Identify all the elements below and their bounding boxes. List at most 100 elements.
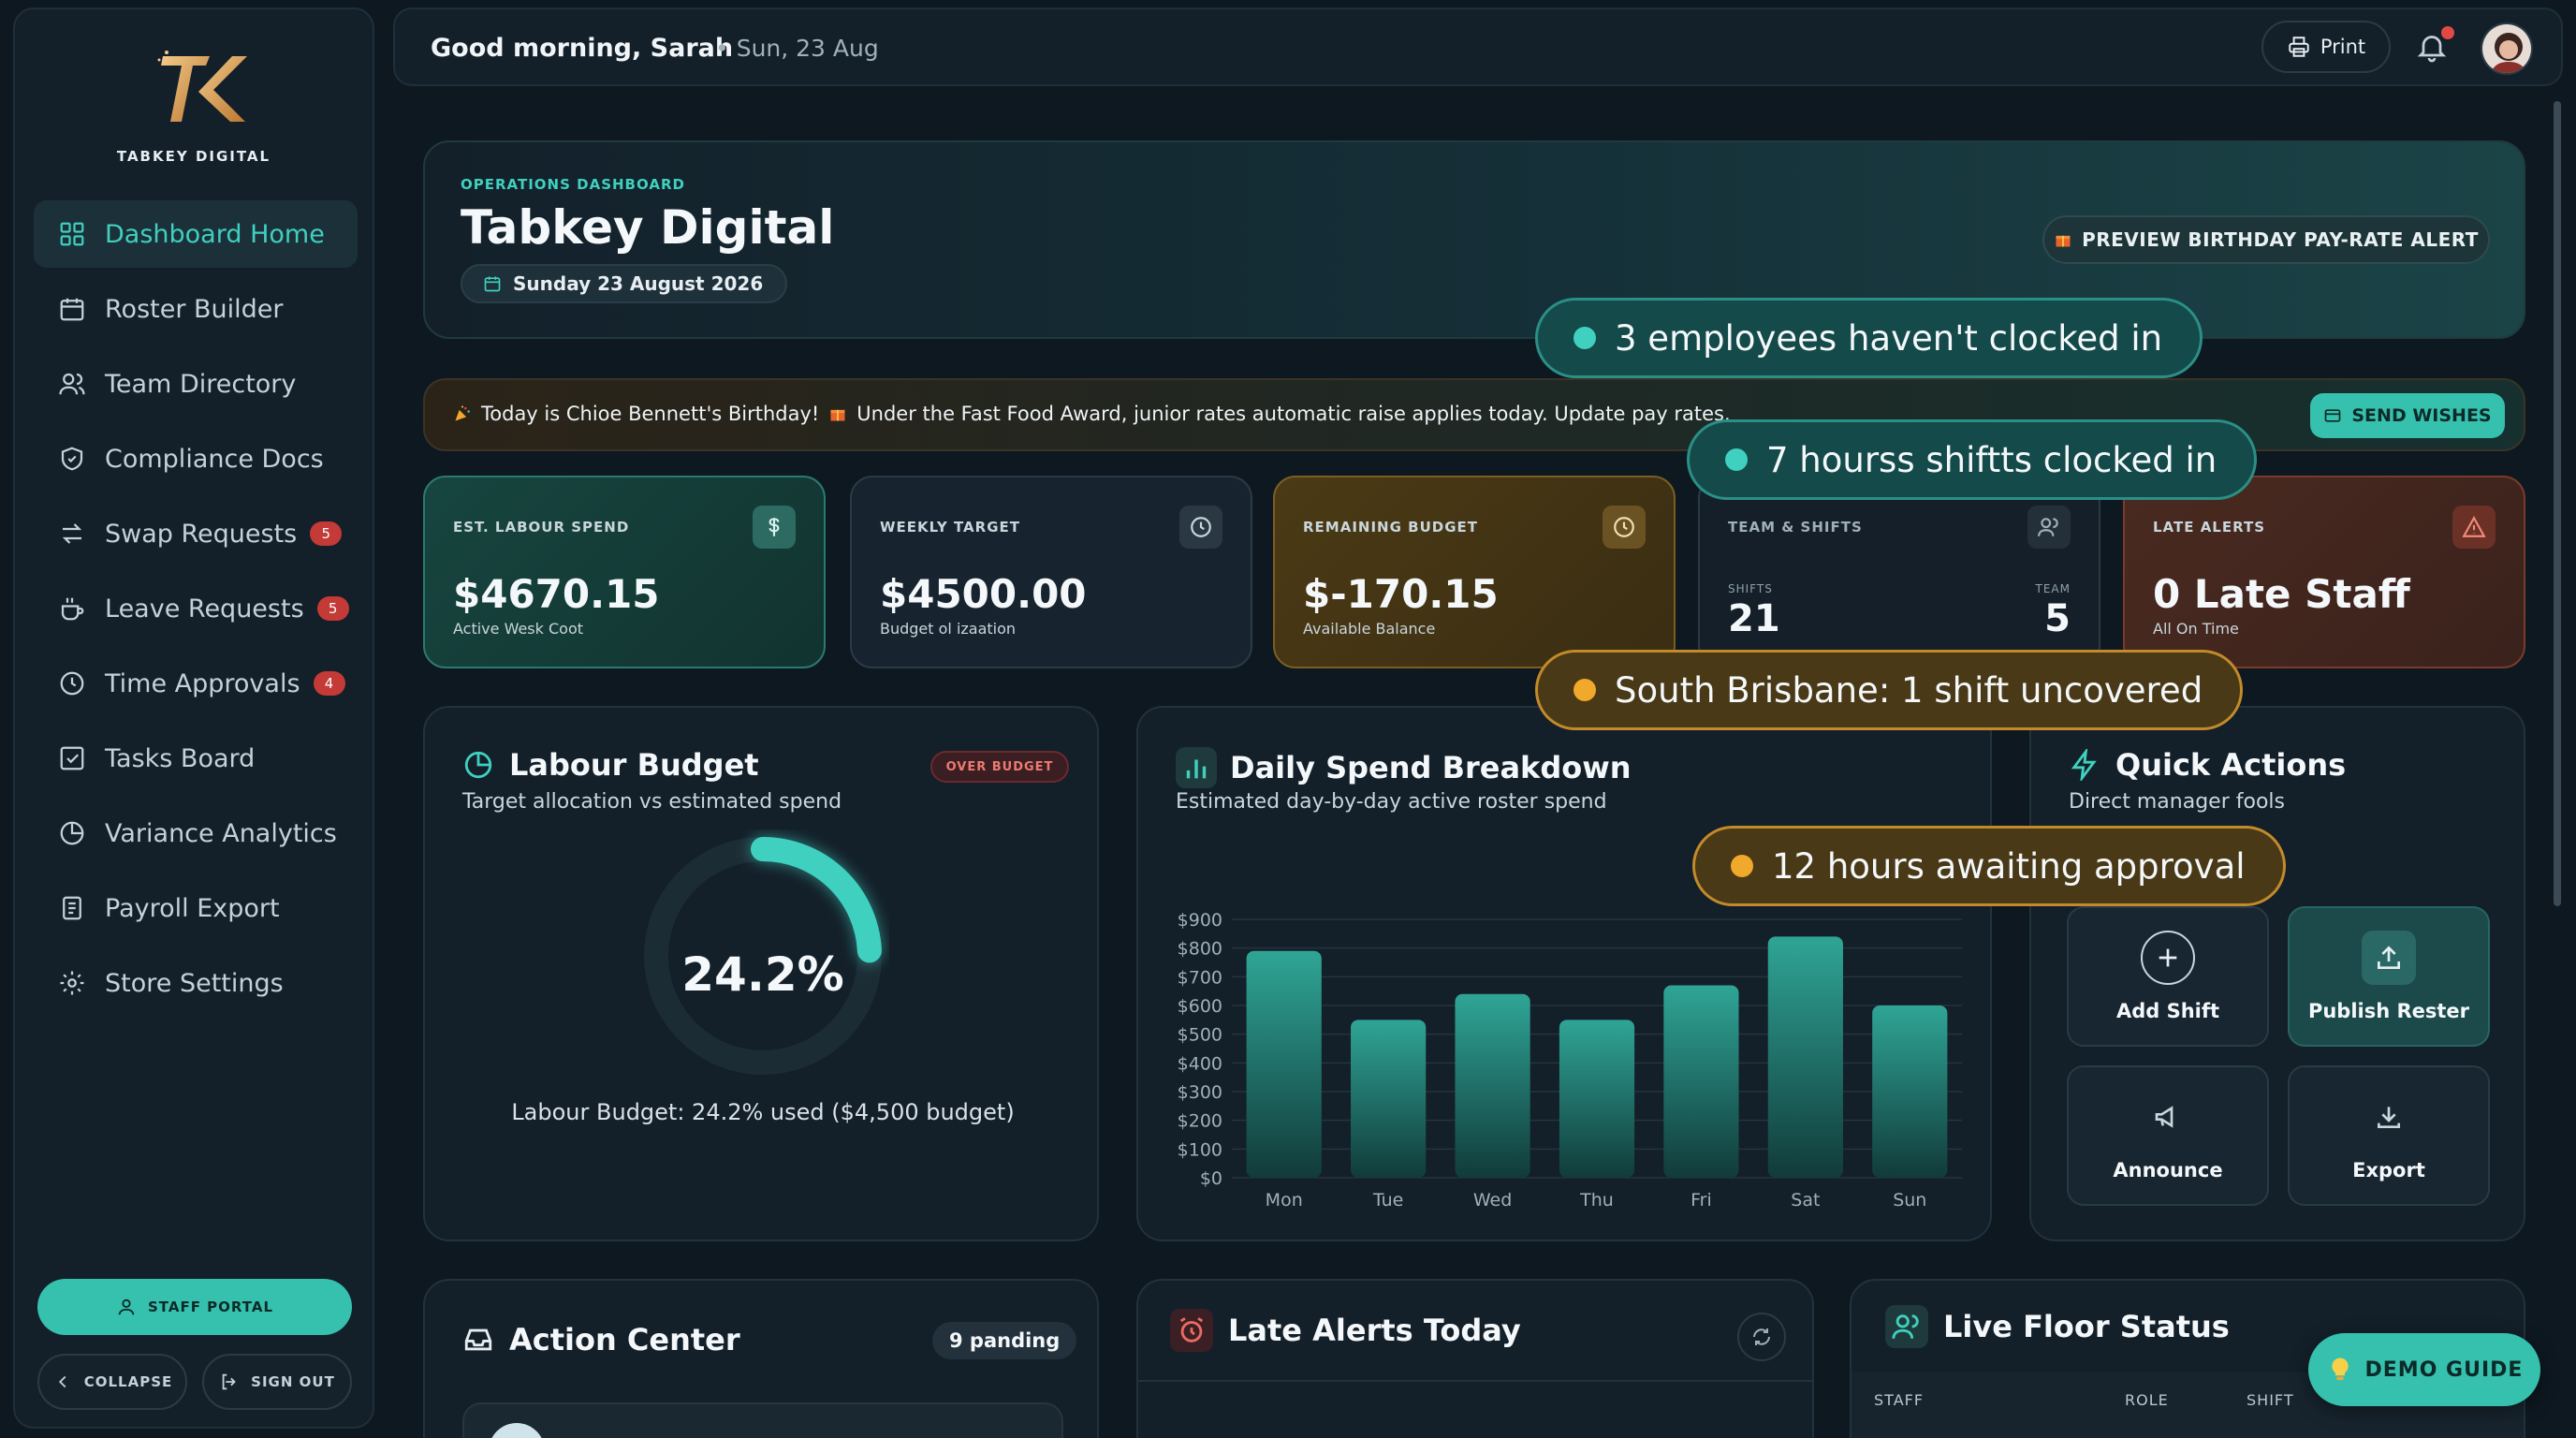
sidebar-item-leave-requests[interactable]: Leave Requests 5 [34,575,358,642]
x-tick-label: Mon [1266,1190,1303,1211]
team-label: TEAM [2035,582,2071,595]
stat-value: $-170.15 [1303,571,1499,617]
sidebar-item-team-directory[interactable]: Team Directory [34,350,358,418]
refresh-icon [1753,1328,1770,1345]
stat-sub: Available Balance [1303,620,1436,638]
publish-roster-label: Publish Rester [2307,1000,2470,1022]
party-icon [455,405,470,421]
y-tick-label: $100 [1178,1139,1222,1160]
sign-out-button[interactable]: SIGN OUT [202,1354,352,1410]
quick-actions-subtitle: Direct manager fools [2069,790,2285,814]
users-icon [59,373,85,395]
sidebar-item-time-approvals[interactable]: Time Approvals 4 [34,650,358,717]
announce-label: Announce [2113,1159,2223,1181]
y-tick-label: $0 [1200,1168,1222,1189]
x-tick-label: Sun [1893,1190,1926,1211]
user-icon [118,1299,135,1315]
preview-birthday-label: PREVIEW BIRTHDAY PAY-RATE ALERT [2082,228,2479,251]
header-date-text: Sun, 23 Aug [736,35,879,62]
bar-sat[interactable] [1767,936,1843,1178]
staff-portal-button[interactable]: STAFF PORTAL [37,1279,352,1335]
stat-card-team-shifts: TEAM & SHIFTS SHIFTS TEAM 21 5 [1698,476,2100,668]
scrollbar[interactable] [2554,101,2561,906]
preview-birthday-alert-button[interactable]: PREVIEW BIRTHDAY PAY-RATE ALERT [2042,215,2490,264]
daily-spend-chart: $0 $100 $200 $300 $400 $500 $600 $700 $800 $900 Mo… [1178,910,1962,1211]
divider [1138,1380,1812,1382]
x-tick-label: Wed [1473,1190,1512,1211]
bar-mon[interactable] [1246,950,1322,1178]
sidebar-item-variance-analytics[interactable]: Variance Analytics [34,800,358,867]
greeting: Good morning, Sarah [431,34,734,63]
export-button[interactable]: Export [2288,1065,2490,1206]
sidebar-item-dashboard-home[interactable]: Dashboard Home [34,200,358,268]
daily-spend-panel: Daily Spend Breakdown Estimated day-by-d… [1136,706,1992,1241]
sidebar-item-compliance-docs[interactable]: Compliance Docs [34,425,358,492]
notification-dot [2441,26,2454,39]
bar-fri[interactable] [1663,985,1739,1178]
hero-date-label: Sunday 23 August 2026 [513,272,764,295]
sidebar-item-store-settings[interactable]: Store Settings [34,949,358,1017]
sidebar-item-label: Dashboard Home [105,219,325,249]
avatar[interactable] [2481,22,2533,75]
printer-icon [2289,37,2309,57]
bar-sun[interactable] [1872,1005,1948,1178]
demo-guide-button[interactable]: DEMO GUIDE [2308,1333,2540,1406]
page-title: Tabkey Digital [461,200,835,255]
sidebar-item-tasks-board[interactable]: Tasks Board [34,725,358,792]
add-shift-button[interactable]: Add Shift [2067,906,2269,1047]
users-icon [1885,1305,1928,1348]
print-button[interactable]: Print [2261,21,2391,73]
toast-shift-uncovered[interactable]: South Brisbane: 1 shift uncovered [1535,650,2244,730]
status-dot [1573,679,1596,701]
action-center-title-text: Action Center [509,1322,740,1357]
sidebar-item-label: Variance Analytics [105,818,337,848]
stat-label: LATE ALERTS [2153,519,2266,536]
sidebar-item-swap-requests[interactable]: Swap Requests 5 [34,500,358,567]
stat-card-labour-spend: EST. LABOUR SPEND $4670.15 Active Wesk C… [423,476,826,668]
tabkey-logo [157,51,247,122]
bell-icon[interactable] [2415,30,2449,64]
action-item-avatar [489,1423,545,1438]
stat-value: $4500.00 [880,571,1087,617]
bar-tue[interactable] [1351,1020,1427,1178]
stat-label: EST. LABOUR SPEND [453,519,630,536]
stat-value: $4670.15 [453,571,660,617]
clock-icon [1603,506,1646,549]
sidebar-item-payroll-export[interactable]: Payroll Export [34,874,358,942]
labour-budget-title: Labour Budget [462,747,759,783]
y-tick-label: $600 [1178,996,1222,1017]
col-header-staff: STAFF [1874,1391,1925,1409]
sidebar-item-roster-builder[interactable]: Roster Builder [34,275,358,343]
plus-circle-icon [2141,931,2195,985]
toast-shifts-clocked-in[interactable]: 7 hourss shiftts clocked in [1687,419,2258,500]
inbox-icon [464,1328,492,1351]
time-approvals-badge: 4 [313,671,345,696]
donut-progress-arc [644,837,882,1075]
document-icon [63,896,81,920]
announce-button[interactable]: Announce [2067,1065,2269,1206]
top-bar: Good morning, Sarah • Sun, 23 Aug Print [393,7,2563,86]
daily-spend-subtitle: Estimated day-by-day active roster spend [1176,790,1607,814]
sidebar-item-label: Roster Builder [105,294,284,324]
budget-caption: Labour Budget: 24.2% used ($4,500 budget… [511,1099,1015,1125]
hero-kicker: OPERATIONS DASHBOARD [461,176,685,193]
toast-awaiting-approval[interactable]: 12 hours awaiting approval [1692,826,2286,906]
toast-text: 7 hourss shiftts clocked in [1766,439,2217,480]
bar-thu[interactable] [1559,1020,1635,1178]
stat-value: 0 Late Staff [2153,571,2410,617]
stat-card-late-alerts: LATE ALERTS 0 Late Staff All On Time [2123,476,2525,668]
toast-not-clocked-in[interactable]: 3 employees haven't clocked in [1535,298,2203,378]
sign-out-label: SIGN OUT [251,1373,335,1390]
toast-text: 12 hours awaiting approval [1772,845,2246,887]
gift-icon [830,409,845,421]
col-header-role: ROLE [2125,1391,2169,1409]
publish-roster-button[interactable]: Publish Rester [2288,906,2490,1047]
refresh-button[interactable] [1737,1313,1786,1361]
late-alerts-panel: Late Alerts Today [1136,1279,1814,1438]
collapse-button[interactable]: COLLAPSE [37,1354,187,1410]
send-wishes-button[interactable]: SEND WISHES [2310,393,2505,438]
action-item[interactable] [462,1402,1063,1438]
chevron-left-icon [58,1375,66,1388]
bar-wed[interactable] [1455,993,1530,1178]
calendar-icon [484,276,501,292]
